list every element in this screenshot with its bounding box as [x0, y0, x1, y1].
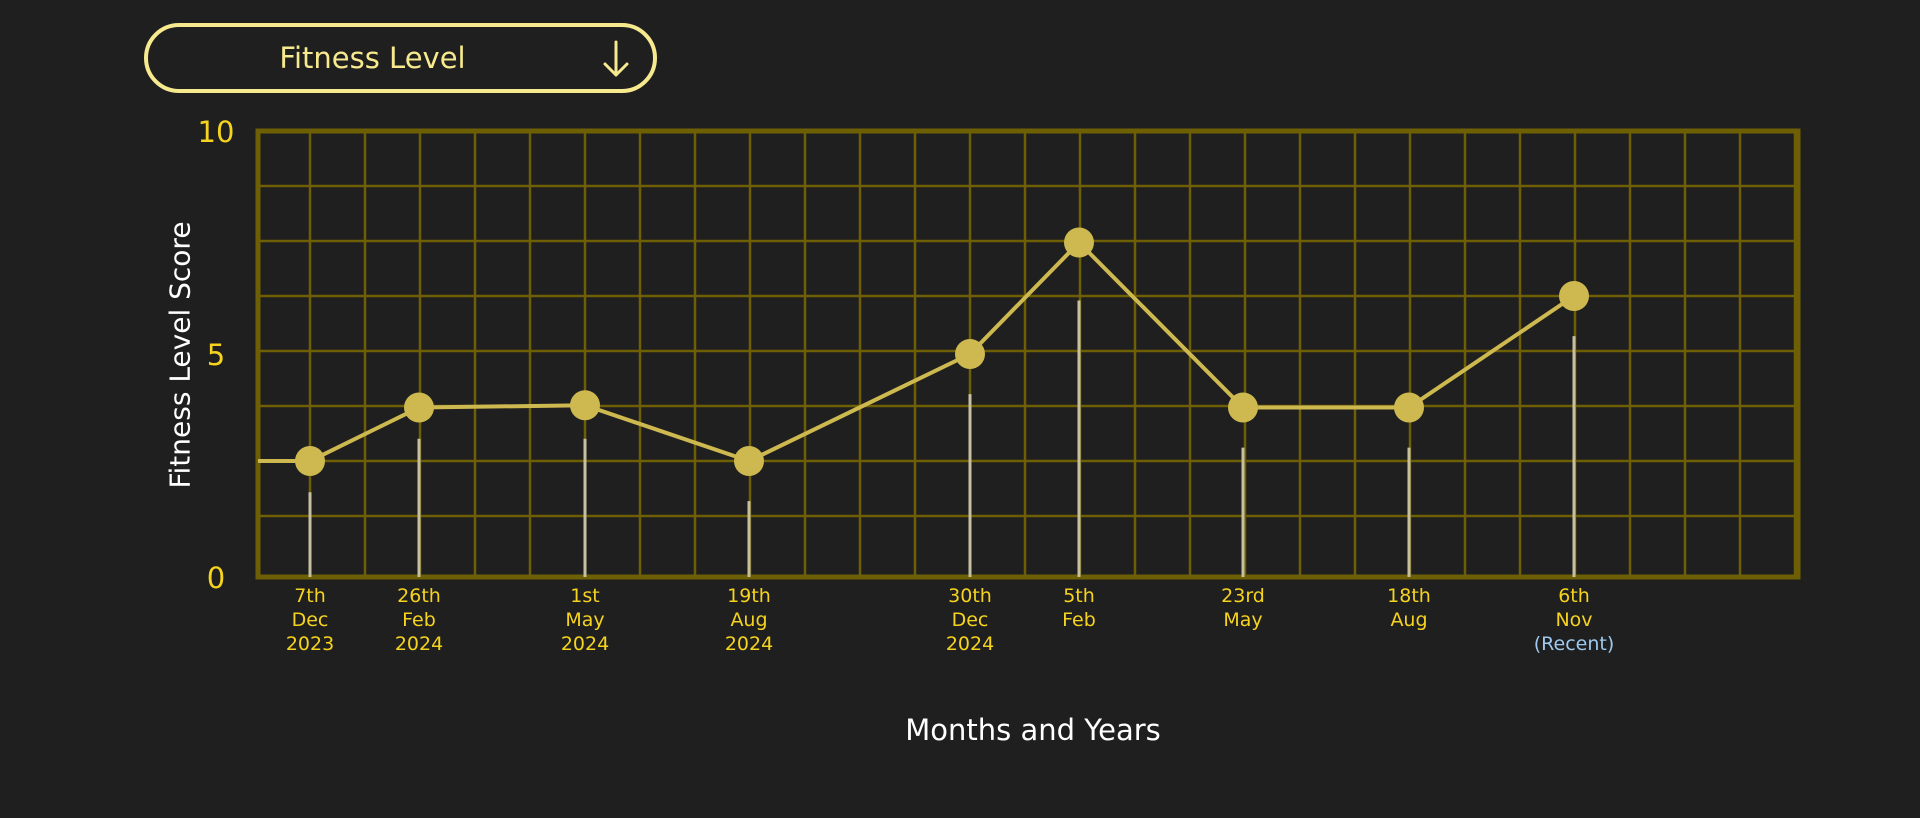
data-point [955, 339, 985, 369]
x-tick-label: 2024 [395, 633, 443, 655]
data-point [1064, 227, 1094, 258]
x-tick-label: 2023 [286, 633, 334, 655]
x-tick-label: 5th [1063, 585, 1095, 607]
data-point [1228, 392, 1258, 423]
data-point [1559, 281, 1589, 312]
x-tick-label: Dec [292, 609, 329, 631]
x-tick-label: 18th [1387, 585, 1431, 607]
x-tick-label: May [565, 609, 604, 631]
x-tick-label: 2024 [946, 633, 994, 655]
arrow-down-icon [603, 40, 629, 77]
y-tick-label: 0 [207, 561, 225, 595]
x-tick-label: Aug [1390, 609, 1427, 631]
y-tick-label: 5 [207, 338, 225, 372]
x-tick-label: 7th [294, 585, 326, 607]
data-point [1394, 392, 1424, 423]
x-tick-label: 2024 [725, 633, 773, 655]
x-tick-label: Nov [1555, 609, 1592, 631]
data-point [404, 392, 434, 423]
x-tick-label: Aug [730, 609, 767, 631]
metric-dropdown[interactable]: Fitness Level [144, 23, 657, 93]
x-axis-title: Months and Years [905, 713, 1161, 747]
x-tick-label: (Recent) [1534, 633, 1615, 655]
y-tick-label: 10 [198, 115, 235, 149]
data-point [734, 446, 764, 477]
y-axis-title: Fitness Level Score [163, 221, 197, 489]
x-tick-label: Feb [402, 609, 436, 631]
x-tick-label: 19th [727, 585, 771, 607]
data-point [295, 446, 325, 477]
series-line [258, 240, 1576, 464]
x-tick-label: 23rd [1221, 585, 1265, 607]
x-tick-label: May [1223, 609, 1262, 631]
x-tick-label: 2024 [561, 633, 609, 655]
dropdown-label: Fitness Level [279, 41, 466, 75]
x-tick-label: 30th [948, 585, 992, 607]
x-tick-label: 26th [397, 585, 441, 607]
plot-frame [255, 128, 1801, 580]
x-tick-label: 6th [1558, 585, 1590, 607]
data-point [570, 390, 600, 421]
x-tick-label: 1st [570, 585, 599, 607]
x-tick-label: Dec [952, 609, 989, 631]
x-tick-label: Feb [1062, 609, 1096, 631]
